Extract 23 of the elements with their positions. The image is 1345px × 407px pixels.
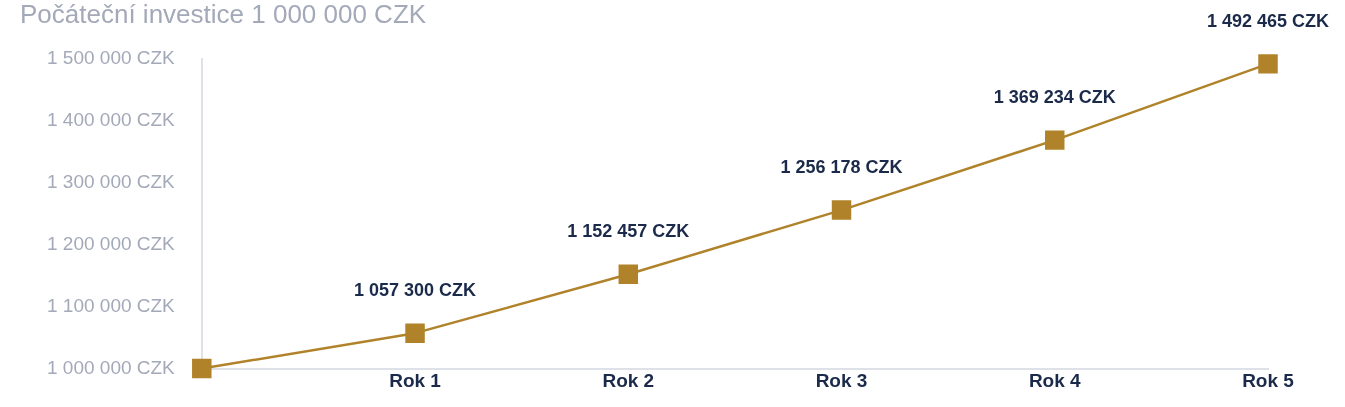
x-tick-label: Rok 1 — [389, 370, 442, 392]
point — [618, 264, 639, 284]
data-label: 1 256 178 CZK — [780, 157, 903, 178]
point — [192, 358, 212, 379]
chart-title: Počáteční investice 1 000 000 CZK — [20, 0, 427, 29]
y-tick-label: 1 000 000 CZK — [46, 356, 176, 378]
point — [405, 323, 425, 343]
point — [831, 200, 852, 220]
data-label: 1 057 300 CZK — [354, 280, 477, 301]
x-tick-label: Rok 5 — [1242, 370, 1295, 392]
y-tick-label: 1 300 000 CZK — [46, 171, 176, 193]
point — [1258, 54, 1278, 74]
x-tick-label: Rok 2 — [602, 370, 655, 392]
y-tick-label: 1 500 000 CZK — [46, 47, 176, 69]
data-label: 1 492 465 CZK — [1206, 10, 1330, 31]
y-tick-label: 1 100 000 CZK — [46, 294, 176, 316]
data-label: 1 152 457 CZK — [567, 221, 690, 242]
point — [1045, 130, 1065, 150]
data-label: 1 369 234 CZK — [993, 87, 1116, 108]
y-tick-label: 1 200 000 CZK — [46, 233, 176, 255]
x-tick-label: Rok 3 — [815, 370, 868, 392]
x-tick-label: Rok 4 — [1028, 370, 1082, 392]
y-tick-label: 1 400 000 CZK — [46, 109, 176, 131]
